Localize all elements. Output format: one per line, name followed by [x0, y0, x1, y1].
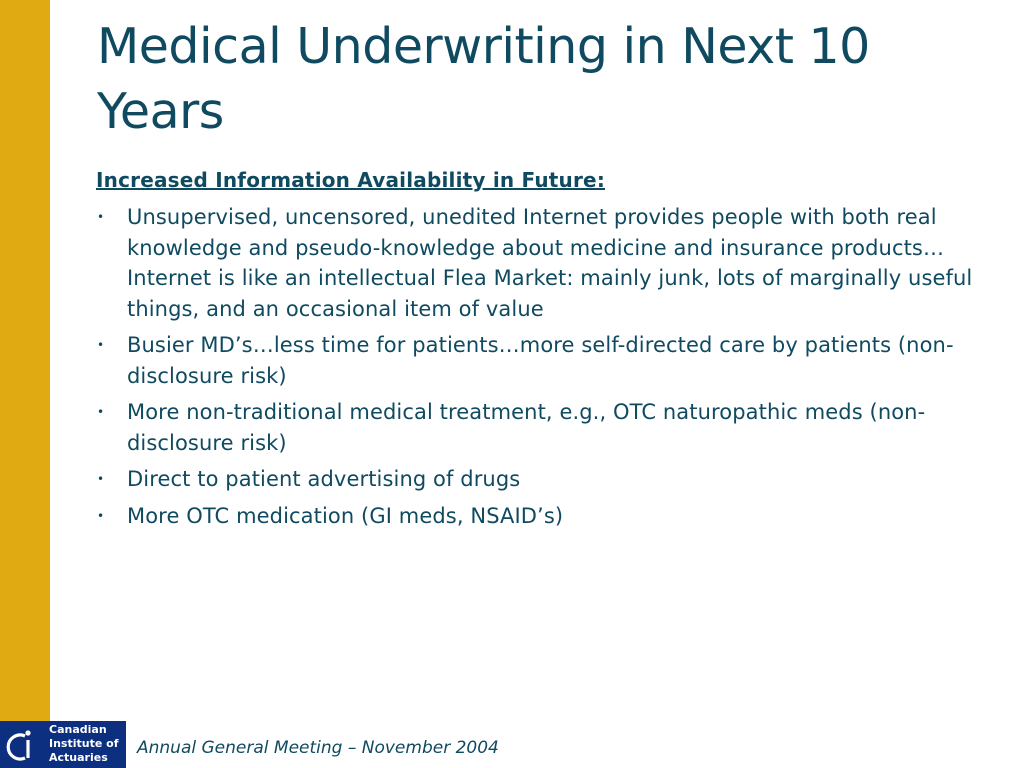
cia-logo-icon — [6, 730, 31, 761]
bullet-text: Direct to patient advertising of drugs — [127, 467, 521, 491]
bullet-text: Unsupervised, uncensored, unedited Inter… — [127, 205, 973, 321]
bullet-text: Busier MD’s…less time for patients…more … — [127, 333, 954, 388]
bullet-icon: • — [97, 508, 105, 523]
bullet-icon: • — [97, 405, 105, 419]
bullet-text: More non-traditional medical treatment, … — [127, 400, 926, 455]
slide-title: Medical Underwriting in Next 10 Years — [97, 18, 870, 140]
bullet-list: • Unsupervised, uncensored, unedited Int… — [96, 202, 976, 537]
bullet-item: • Direct to patient advertising of drugs — [96, 464, 976, 495]
bullet-text: More OTC medication (GI meds, NSAID’s) — [127, 503, 564, 528]
logo-line: Actuaries — [49, 751, 108, 764]
section-subheading: Increased Information Availability in Fu… — [96, 168, 606, 192]
bullet-item: • Busier MD’s…less time for patients…mor… — [96, 330, 976, 391]
bullet-icon: • — [97, 338, 105, 352]
logo-text: Canadian Institute of Actuaries — [49, 723, 125, 765]
bullet-item: • Unsupervised, uncensored, unedited Int… — [96, 202, 976, 324]
logo-line: Institute of — [49, 737, 119, 750]
footer-event-text: Annual General Meeting – November 2004 — [137, 738, 499, 758]
logo-line: Canadian — [49, 723, 107, 736]
bullet-item: • More non-traditional medical treatment… — [96, 397, 976, 458]
left-accent-bar — [0, 0, 50, 768]
cia-logo: Canadian Institute of Actuaries — [0, 721, 126, 768]
bullet-icon: • — [97, 472, 105, 486]
bullet-icon: • — [97, 210, 105, 224]
bullet-item: • More OTC medication (GI meds, NSAID’s) — [96, 501, 976, 532]
